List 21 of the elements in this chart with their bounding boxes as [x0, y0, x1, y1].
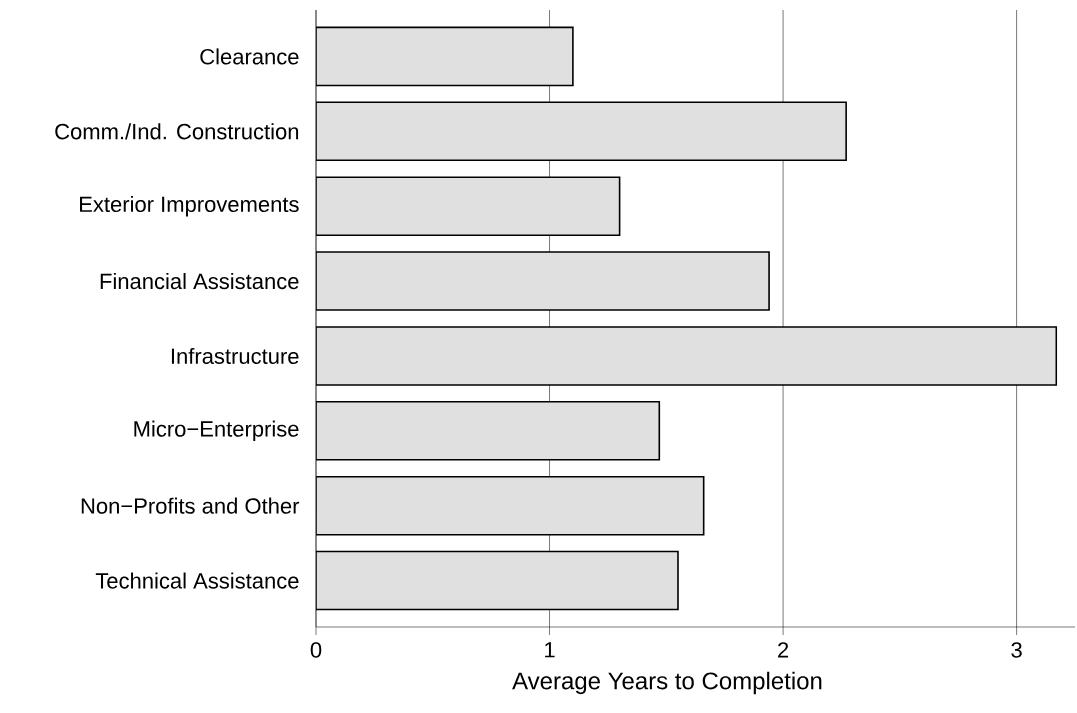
x-tick-label: 0 [310, 642, 322, 658]
bar [316, 176, 621, 236]
bar [316, 475, 705, 536]
bar [316, 26, 574, 87]
bar [316, 401, 661, 461]
x-axis-title: Average Years to Completion [512, 671, 822, 695]
bar [316, 326, 1058, 386]
bar [316, 101, 847, 162]
y-tick-label: Comm./Ind. Construction [55, 123, 299, 140]
y-tick-label: Clearance [200, 48, 299, 65]
y-tick-label: Financial Assistance [100, 272, 299, 290]
bar [316, 251, 770, 311]
y-tick-label: Non−Profits and Other [81, 497, 300, 514]
y-tick-label: Infrastructure [171, 347, 299, 364]
x-tick-label: 3 [1011, 642, 1022, 658]
y-tick-label: Technical Assistance [95, 572, 299, 589]
y-tick-label: Micro−Enterprise [134, 420, 299, 442]
x-tick-label: 2 [778, 642, 789, 658]
bar [316, 550, 679, 611]
y-tick-label: Exterior Improvements [80, 195, 299, 217]
x-tick-label: 1 [545, 642, 555, 658]
